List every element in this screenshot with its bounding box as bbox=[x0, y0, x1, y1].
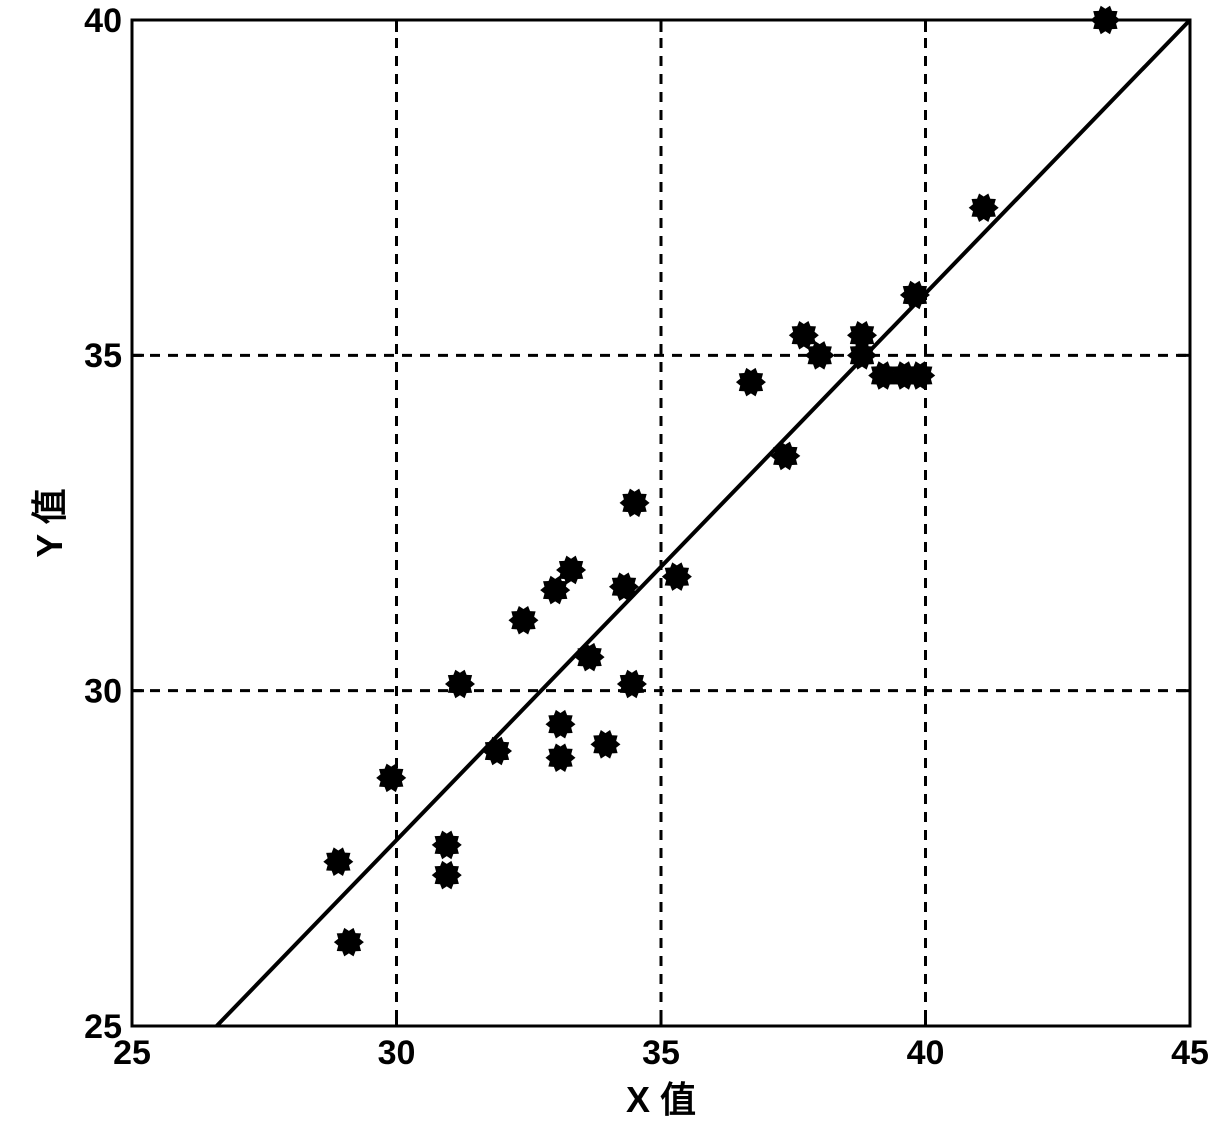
x-tick-label: 45 bbox=[1171, 1034, 1209, 1072]
x-tick-label: 35 bbox=[642, 1034, 680, 1072]
y-axis-label: Y 值 bbox=[29, 488, 70, 557]
scatter-chart: 253035404525303540X 值Y 值 bbox=[0, 0, 1210, 1126]
y-tick-label: 40 bbox=[84, 2, 122, 40]
x-tick-label: 30 bbox=[378, 1034, 416, 1072]
x-axis-label: X 值 bbox=[626, 1079, 696, 1120]
y-tick-label: 25 bbox=[84, 1008, 122, 1046]
y-tick-label: 35 bbox=[84, 337, 122, 375]
y-tick-label: 30 bbox=[84, 673, 122, 711]
x-tick-label: 40 bbox=[907, 1034, 945, 1072]
